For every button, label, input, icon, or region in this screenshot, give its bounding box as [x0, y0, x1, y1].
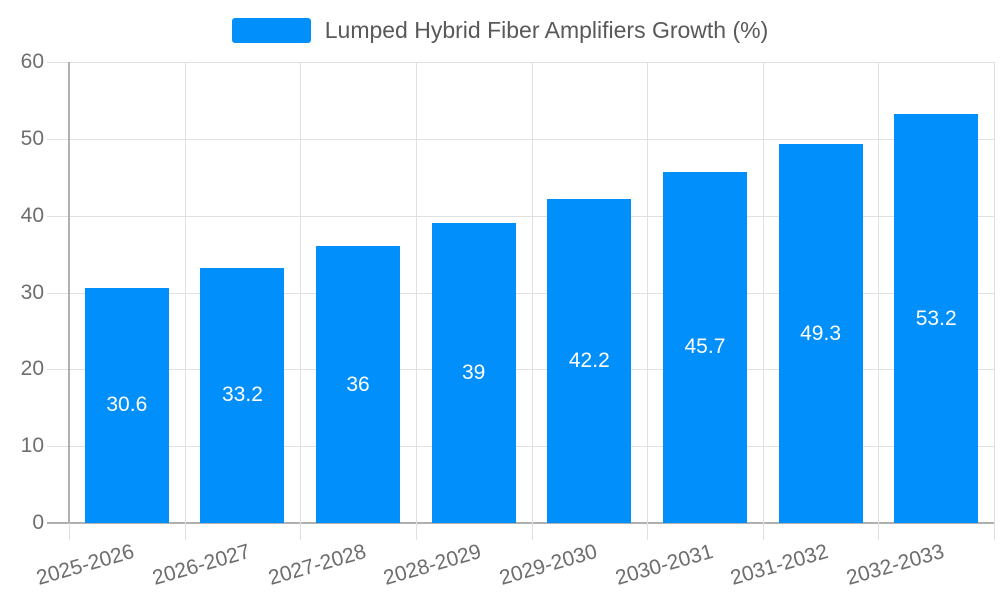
x-axis-tick-label: 2026-2027 — [149, 540, 253, 590]
x-axis-tick — [531, 523, 533, 540]
bar[interactable] — [894, 114, 979, 523]
x-axis-tick — [994, 523, 995, 540]
x-gridline — [184, 62, 186, 523]
bar-value-label: 42.2 — [568, 348, 610, 372]
x-axis-tick — [647, 523, 649, 540]
bar-value-label: 33.2 — [222, 383, 263, 407]
x-axis-tick — [69, 523, 70, 540]
x-gridline — [415, 62, 417, 523]
x-gridline — [531, 62, 533, 523]
x-axis-tick-label: 2027-2028 — [265, 540, 369, 590]
x-axis-tick-label: 2031-2032 — [728, 540, 831, 590]
bar[interactable] — [431, 223, 516, 523]
x-axis-line — [47, 522, 994, 524]
legend-label: Lumped Hybrid Fiber Amplifiers Growth (%… — [324, 17, 769, 43]
x-axis-tick-label: 2032-2033 — [843, 540, 947, 590]
y-axis-tick-label: 10 — [20, 434, 44, 458]
x-gridline — [762, 62, 764, 523]
bar[interactable] — [662, 171, 747, 523]
x-axis-tick-label: 2030-2031 — [612, 540, 716, 590]
y-axis-tick-label: 50 — [20, 126, 44, 150]
y-axis-tick-label: 60 — [20, 50, 44, 73]
y-gridline — [47, 369, 994, 371]
x-axis-tick-label: 2029-2030 — [496, 540, 600, 590]
x-axis-tick — [415, 523, 417, 540]
x-gridline — [878, 62, 880, 523]
x-axis-tick — [762, 523, 764, 540]
bar[interactable] — [84, 287, 169, 523]
y-gridline — [47, 215, 994, 217]
bar-value-label: 49.3 — [800, 321, 841, 345]
bar-value-label: 30.6 — [106, 393, 148, 417]
y-gridline — [47, 62, 994, 63]
bar-value-label: 53.2 — [915, 306, 957, 330]
y-axis-tick-label: 20 — [20, 357, 44, 381]
bar-value-label: 45.7 — [684, 335, 726, 359]
x-axis-tick — [184, 523, 186, 540]
y-gridline — [47, 446, 994, 448]
y-gridline — [47, 138, 994, 140]
bar[interactable] — [778, 144, 863, 523]
x-axis-tick-label: 2025-2026 — [34, 540, 138, 590]
x-gridline — [994, 62, 995, 523]
y-gridline — [47, 292, 994, 294]
x-axis-tick-label: 2028-2029 — [381, 540, 485, 590]
bar-value-label: 39 — [462, 361, 486, 385]
legend-swatch-icon — [231, 18, 311, 43]
bar[interactable] — [547, 198, 632, 523]
y-axis-tick-label: 0 — [32, 511, 44, 534]
bar[interactable] — [316, 246, 401, 523]
x-axis-tick — [300, 523, 302, 540]
legend-item[interactable]: Lumped Hybrid Fiber Amplifiers Growth (%… — [0, 17, 1000, 44]
bar-value-label: 36 — [346, 372, 370, 396]
y-axis-line — [68, 62, 70, 523]
y-axis-tick-label: 30 — [20, 280, 44, 304]
bar[interactable] — [200, 267, 285, 523]
y-axis-tick-label: 40 — [20, 203, 44, 227]
x-gridline — [300, 62, 302, 523]
x-axis-tick — [878, 523, 880, 540]
x-gridline — [647, 62, 649, 523]
